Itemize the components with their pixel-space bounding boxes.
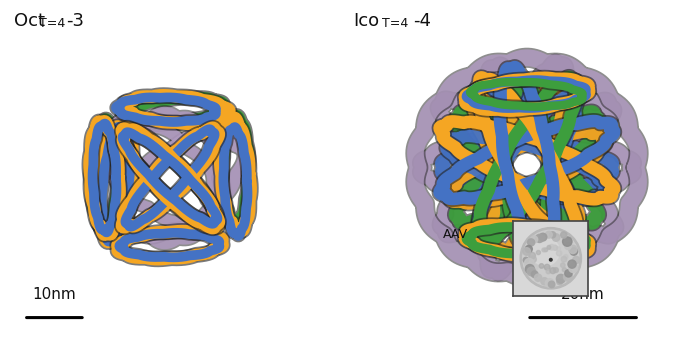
Circle shape xyxy=(549,259,552,261)
Text: 10nm: 10nm xyxy=(33,287,76,302)
Circle shape xyxy=(570,248,577,255)
Circle shape xyxy=(542,248,546,252)
Circle shape xyxy=(564,272,573,281)
Circle shape xyxy=(539,233,547,241)
Circle shape xyxy=(548,281,555,288)
Circle shape xyxy=(564,254,568,259)
Circle shape xyxy=(565,243,571,250)
Circle shape xyxy=(520,228,581,289)
Circle shape xyxy=(556,251,562,256)
Circle shape xyxy=(565,270,572,277)
Circle shape xyxy=(532,265,538,270)
Text: -4: -4 xyxy=(413,12,431,30)
Circle shape xyxy=(550,268,556,274)
Circle shape xyxy=(556,274,565,283)
Circle shape xyxy=(534,274,542,281)
Text: Ico: Ico xyxy=(354,12,379,30)
Circle shape xyxy=(528,239,534,246)
Text: Oct: Oct xyxy=(14,12,45,30)
Circle shape xyxy=(568,263,578,273)
Circle shape xyxy=(539,264,544,268)
Circle shape xyxy=(523,230,579,286)
Circle shape xyxy=(545,279,554,288)
Circle shape xyxy=(525,245,532,253)
Circle shape xyxy=(526,265,534,274)
Circle shape xyxy=(560,263,565,268)
Circle shape xyxy=(554,268,558,273)
Circle shape xyxy=(562,237,572,246)
Circle shape xyxy=(524,258,534,268)
Circle shape xyxy=(546,269,550,274)
Circle shape xyxy=(552,234,560,241)
Circle shape xyxy=(529,252,535,259)
Circle shape xyxy=(573,257,580,263)
Circle shape xyxy=(523,257,528,263)
Circle shape xyxy=(549,232,556,238)
Circle shape xyxy=(549,244,555,250)
Text: T=4: T=4 xyxy=(382,17,409,30)
Circle shape xyxy=(530,256,537,262)
Circle shape xyxy=(530,236,538,243)
Circle shape xyxy=(544,248,547,252)
Circle shape xyxy=(545,231,552,238)
Circle shape xyxy=(531,237,560,266)
Circle shape xyxy=(560,232,567,238)
Circle shape xyxy=(544,264,550,270)
Circle shape xyxy=(527,267,536,276)
Circle shape xyxy=(535,234,543,243)
Text: T=4: T=4 xyxy=(39,17,65,30)
Circle shape xyxy=(537,251,541,255)
Circle shape xyxy=(523,248,530,255)
Circle shape xyxy=(531,271,538,277)
Circle shape xyxy=(562,268,566,272)
Circle shape xyxy=(568,260,576,268)
Text: 20nm: 20nm xyxy=(561,287,605,302)
Text: -3: -3 xyxy=(66,12,84,30)
Text: AAV: AAV xyxy=(443,228,469,242)
Circle shape xyxy=(553,245,558,250)
Circle shape xyxy=(557,279,562,285)
Circle shape xyxy=(556,247,560,251)
Circle shape xyxy=(561,257,567,262)
Circle shape xyxy=(541,278,548,285)
Circle shape xyxy=(568,245,577,254)
Circle shape xyxy=(547,245,551,249)
